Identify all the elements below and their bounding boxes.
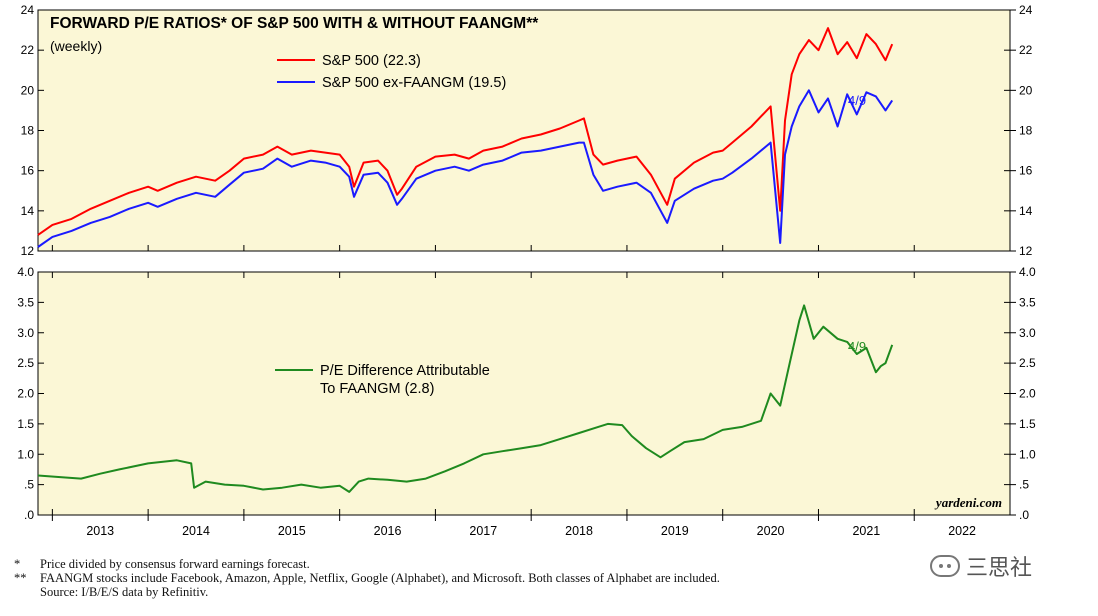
x-tick-label: 2019 <box>661 524 689 538</box>
y-tick-label-left: 2.5 <box>17 356 34 370</box>
series-line-s-p-500-22-3- <box>37 27 894 236</box>
footnote-mark <box>14 585 40 599</box>
bottom-panel-layer: .0 .0 .5 .5 1.0 1.0 1.5 1.5 2.0 2.0 2.5 2.5 3.0 3.0 3.… <box>17 265 1036 522</box>
y-tick-label-left: 14 <box>21 204 35 218</box>
footnote-2: ** FAANGM stocks include Facebook, Amazo… <box>14 571 934 585</box>
x-tick-label: 2020 <box>757 524 785 538</box>
y-tick-label-right: 22 <box>1019 43 1033 57</box>
legend-label-difference-line2: To FAANGM (2.8) <box>320 381 434 397</box>
wechat-icon <box>930 555 960 577</box>
y-tick-label-left: 1.0 <box>17 447 34 461</box>
footnote-1: * Price divided by consensus forward ear… <box>14 557 934 571</box>
y-tick-label-right: 24 <box>1019 3 1033 17</box>
watermark: 三思社 <box>930 550 1032 582</box>
y-tick-label-right: .0 <box>1019 508 1029 522</box>
footnote-text: Source: I/B/E/S data by Refinitiv. <box>40 585 209 599</box>
y-tick-label-right: .5 <box>1019 478 1029 492</box>
y-tick-label-left: 18 <box>21 124 35 138</box>
y-tick-label-left: 4.0 <box>17 265 34 279</box>
x-tick-label: 2021 <box>852 524 880 538</box>
y-tick-label-left: .5 <box>24 478 34 492</box>
footnotes: * Price divided by consensus forward ear… <box>14 557 934 599</box>
legend-label-ex-faangm: S&P 500 ex-FAANGM (19.5) <box>322 75 506 91</box>
legend-label-sp500: S&P 500 (22.3) <box>322 53 421 69</box>
watermark-text: 三思社 <box>966 556 1033 581</box>
x-tick-label: 2018 <box>565 524 593 538</box>
y-tick-label-right: 2.5 <box>1019 356 1036 370</box>
y-tick-label-right: 1.5 <box>1019 417 1036 431</box>
series-line-s-p-500-ex-faangm-19-5- <box>37 89 894 248</box>
x-tick-label: 2015 <box>278 524 306 538</box>
y-tick-label-right: 16 <box>1019 164 1033 178</box>
y-tick-label-right: 3.5 <box>1019 295 1036 309</box>
y-tick-label-left: 1.5 <box>17 417 34 431</box>
y-tick-label-left: 2.0 <box>17 387 34 401</box>
y-tick-label-right: 4.0 <box>1019 265 1036 279</box>
y-tick-label-left: 16 <box>21 164 35 178</box>
y-tick-label-left: 22 <box>21 43 35 57</box>
y-tick-label-right: 1.0 <box>1019 447 1036 461</box>
chart-title: FORWARD P/E RATIOS* OF S&P 500 WITH & WI… <box>50 15 539 32</box>
annotation-top-date: 4/9 <box>848 93 866 108</box>
y-tick-label-left: 3.5 <box>17 295 34 309</box>
top-panel-layer: 12 12 14 14 16 16 18 18 20 20 22 22 24 24 <box>21 3 1033 258</box>
y-tick-label-right: 18 <box>1019 124 1033 138</box>
chart-subtitle: (weekly) <box>50 38 102 54</box>
x-tick-label: 2016 <box>374 524 402 538</box>
x-tick-label: 2014 <box>182 524 210 538</box>
y-tick-label-right: 2.0 <box>1019 387 1036 401</box>
source-credit: yardeni.com <box>934 495 1002 510</box>
x-axis-layer: 2013 2014 2015 2016 2017 2018 2019 2020 2021 2022 <box>51 245 976 538</box>
y-tick-label-left: 20 <box>21 83 35 97</box>
footnote-3: Source: I/B/E/S data by Refinitiv. <box>14 585 934 599</box>
footnote-mark: * <box>14 557 21 571</box>
y-tick-label-right: 3.0 <box>1019 326 1036 340</box>
y-tick-label-left: 3.0 <box>17 326 34 340</box>
footnote-text: FAANGM stocks include Facebook, Amazon, … <box>40 571 720 585</box>
y-tick-label-left: 12 <box>21 244 35 258</box>
y-tick-label-right: 12 <box>1019 244 1033 258</box>
series-line-series-0 <box>37 304 894 493</box>
x-tick-label: 2022 <box>948 524 976 538</box>
top-panel-background <box>37 9 1011 252</box>
footnote-text: Price divided by consensus forward earni… <box>40 557 310 571</box>
annotation-bottom-date: 4/9 <box>848 339 866 354</box>
y-tick-label-right: 20 <box>1019 83 1033 97</box>
footnote-mark: ** <box>14 571 27 585</box>
y-tick-label-left: .0 <box>24 508 34 522</box>
y-tick-label-left: 24 <box>21 3 35 17</box>
bottom-panel-background <box>37 271 1011 516</box>
legend-label-difference-line1: P/E Difference Attributable <box>320 363 490 379</box>
x-tick-label: 2017 <box>469 524 497 538</box>
x-tick-label: 2013 <box>86 524 114 538</box>
y-tick-label-right: 14 <box>1019 204 1033 218</box>
